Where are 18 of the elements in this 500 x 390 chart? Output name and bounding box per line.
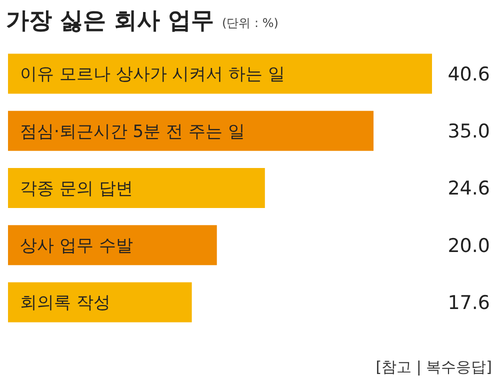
chart-subtitle: (단위 : %) bbox=[222, 16, 278, 30]
y-tick-label: 상사 업무 수발 bbox=[20, 236, 133, 256]
bar bbox=[8, 110, 374, 151]
y-tick-label: 각종 문의 답변 bbox=[20, 178, 133, 199]
y-tick-label: 점심·퇴근시간 5분 전 주는 일 bbox=[20, 122, 245, 142]
data-label: 20.0 bbox=[448, 234, 490, 257]
bar bbox=[8, 225, 217, 266]
data-label: 40.6 bbox=[448, 63, 490, 86]
text: [참고 | 복수응답] bbox=[376, 358, 492, 376]
bar bbox=[8, 54, 432, 94]
y-tick-label: 회의록 작성 bbox=[20, 293, 110, 314]
data-label: 17.6 bbox=[448, 292, 490, 314]
chart-title: 가장 싫은 회사 업무 bbox=[6, 8, 214, 34]
bar bbox=[8, 168, 265, 208]
y-tick-label: 이유 모르나 상사가 시켜서 하는 일 bbox=[20, 64, 286, 85]
data-label: 35.0 bbox=[448, 120, 490, 143]
data-label: 24.6 bbox=[448, 178, 490, 200]
bar bbox=[8, 282, 192, 322]
